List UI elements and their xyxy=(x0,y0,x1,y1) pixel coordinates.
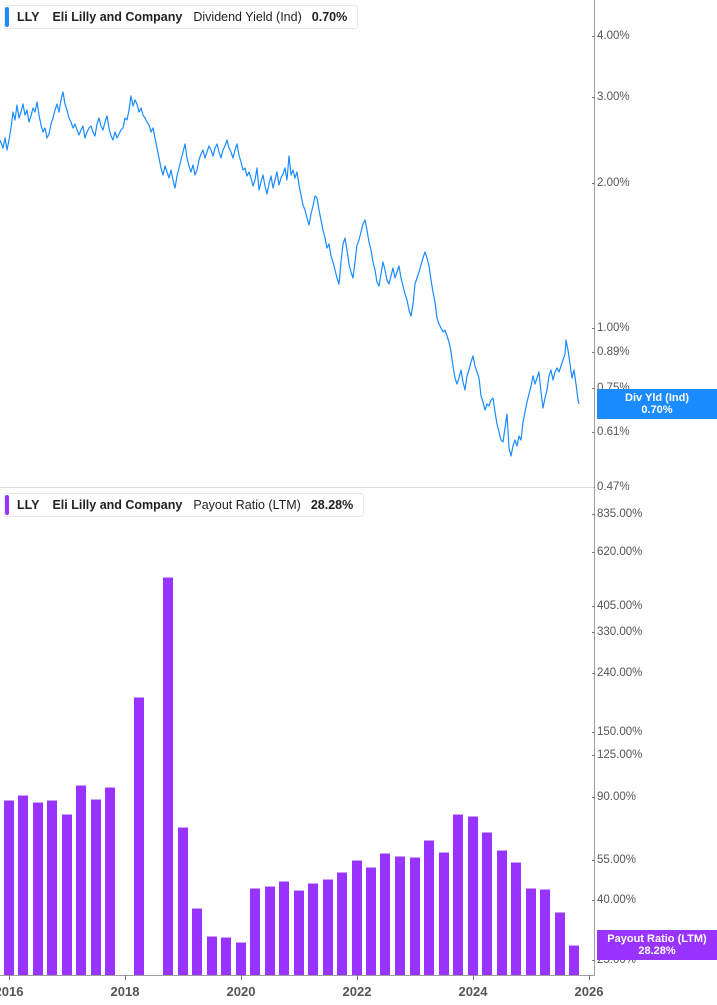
y-tick: 2.00% xyxy=(592,177,630,189)
bar xyxy=(18,795,28,975)
x-label: 2026 xyxy=(574,984,604,999)
bar xyxy=(569,945,579,975)
bar xyxy=(337,872,347,975)
bar xyxy=(294,890,304,975)
company-label: Eli Lilly and Company xyxy=(52,498,183,512)
bar xyxy=(236,942,246,975)
tag-value: 28.28% xyxy=(638,945,676,957)
y-tick: 0.61% xyxy=(592,426,630,438)
bar xyxy=(47,800,57,975)
x-tick xyxy=(589,975,590,980)
tag-label: Payout Ratio (LTM) xyxy=(607,933,707,945)
bar xyxy=(482,832,492,975)
bar xyxy=(453,814,463,975)
bar xyxy=(134,697,144,975)
y-tick: 40.00% xyxy=(591,894,637,906)
bar xyxy=(279,881,289,975)
bar xyxy=(555,912,565,975)
y-tick: 55.00% xyxy=(591,854,637,866)
bar xyxy=(62,814,72,975)
series-color-swatch xyxy=(5,495,9,515)
ticker-label: LLY xyxy=(17,498,40,512)
metric-value: 28.28% xyxy=(310,498,354,512)
bar xyxy=(366,867,376,975)
payout-ratio-panel: LLY Eli Lilly and Company Payout Ratio (… xyxy=(0,488,717,1005)
y-tick: 620.00% xyxy=(591,546,643,558)
dividend-yield-value-tag: Div Yld (Ind) 0.70% xyxy=(597,389,717,419)
x-axis-line xyxy=(0,975,595,976)
dividend-yield-line xyxy=(0,91,580,457)
bar xyxy=(395,856,405,975)
y-tick: 125.00% xyxy=(591,749,643,761)
bar xyxy=(105,787,115,975)
bar xyxy=(91,799,101,975)
bar xyxy=(468,816,478,975)
bar xyxy=(540,889,550,975)
x-tick xyxy=(241,975,242,980)
payout-ratio-legend[interactable]: LLY Eli Lilly and Company Payout Ratio (… xyxy=(4,493,365,517)
metric-label: Payout Ratio (LTM) xyxy=(193,498,301,512)
x-tick xyxy=(357,975,358,980)
y-tick: 240.00% xyxy=(591,667,643,679)
series-color-swatch xyxy=(5,7,9,27)
ticker-label: LLY xyxy=(17,10,40,24)
bar xyxy=(511,862,521,975)
y-tick: 330.00% xyxy=(591,626,643,638)
y-axis-line-top xyxy=(594,0,595,487)
panel-divider[interactable] xyxy=(0,487,594,488)
x-tick xyxy=(9,975,10,980)
y-tick: 1.00% xyxy=(592,322,630,334)
bar xyxy=(250,888,260,975)
x-label: 2016 xyxy=(0,984,24,999)
x-tick xyxy=(125,975,126,980)
y-tick: 90.00% xyxy=(591,791,637,803)
metric-label: Dividend Yield (Ind) xyxy=(193,10,302,24)
x-label: 2020 xyxy=(226,984,256,999)
bar xyxy=(33,802,43,975)
bar xyxy=(4,800,14,975)
tag-value: 0.70% xyxy=(641,404,673,416)
y-tick: 4.00% xyxy=(592,30,630,42)
x-tick xyxy=(473,975,474,980)
bar xyxy=(221,937,231,975)
bar xyxy=(308,883,318,975)
bar xyxy=(526,888,536,975)
bar xyxy=(192,908,202,975)
payout-ratio-value-tag: Payout Ratio (LTM) 28.28% xyxy=(597,930,717,960)
bar xyxy=(207,936,217,975)
bar xyxy=(163,577,173,975)
bar xyxy=(424,840,434,975)
metric-value: 0.70% xyxy=(311,10,348,24)
y-axis-line-bottom xyxy=(594,488,595,975)
bar xyxy=(178,827,188,975)
dividend-yield-panel: LLY Eli Lilly and Company Dividend Yield… xyxy=(0,0,717,493)
bar xyxy=(410,857,420,975)
bar xyxy=(439,852,449,975)
bar xyxy=(380,853,390,975)
y-tick: 150.00% xyxy=(591,726,643,738)
y-tick: 3.00% xyxy=(592,91,630,103)
bar xyxy=(352,860,362,975)
bar xyxy=(265,886,275,975)
bar xyxy=(323,879,333,975)
bar xyxy=(497,850,507,975)
x-label: 2022 xyxy=(342,984,372,999)
y-tick: 405.00% xyxy=(591,600,643,612)
bar xyxy=(76,785,86,975)
company-label: Eli Lilly and Company xyxy=(52,10,183,24)
dividend-yield-legend[interactable]: LLY Eli Lilly and Company Dividend Yield… xyxy=(4,5,359,29)
x-label: 2024 xyxy=(458,984,488,999)
tag-label: Div Yld (Ind) xyxy=(625,392,689,404)
y-tick: 0.89% xyxy=(592,346,630,358)
y-tick: 835.00% xyxy=(591,508,643,520)
x-label: 2018 xyxy=(110,984,140,999)
